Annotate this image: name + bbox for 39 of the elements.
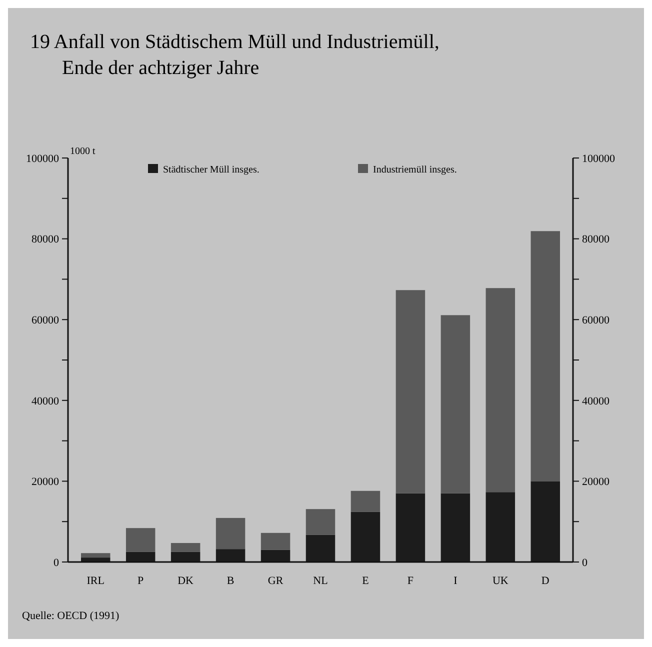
y2-tick-label: 80000 — [582, 234, 610, 246]
y-tick-label: 20000 — [32, 476, 60, 488]
x-tick-label: IRL — [86, 575, 105, 587]
legend-label: Industriemüll insges. — [373, 164, 457, 176]
chart-title: 19 Anfall von Städtischem Müll und Industriemüll, Ende der achtziger Jahre — [30, 31, 440, 79]
legend-label: Städtischer Müll insges. — [163, 164, 260, 176]
bar — [440, 315, 470, 494]
bar — [350, 490, 380, 512]
x-tick-label: I — [454, 575, 458, 587]
y2-tick-label: 40000 — [582, 395, 610, 408]
bar — [170, 543, 200, 552]
y-tick-label: 60000 — [32, 314, 60, 326]
y2-tick-label: 100000 — [582, 152, 616, 165]
x-tick-label: DK — [178, 575, 194, 587]
y-tick-label: 100000 — [26, 152, 60, 165]
y2-tick-label: 0 — [582, 556, 588, 569]
y-axis-title: 1000 t — [70, 146, 96, 157]
y-tick-label: 0 — [54, 556, 60, 569]
bar — [126, 528, 156, 552]
x-tick-label: NL — [313, 575, 328, 587]
x-tick-label: P — [138, 575, 144, 587]
y-tick-label: 80000 — [32, 234, 60, 246]
bar — [486, 288, 516, 492]
y2-tick-label: 60000 — [582, 314, 610, 326]
bar — [306, 509, 336, 535]
bar — [80, 553, 110, 558]
x-tick-label: D — [541, 575, 550, 587]
bar — [216, 518, 246, 550]
source-note: Quelle: OECD (1991) — [22, 610, 120, 622]
x-tick-label: GR — [268, 575, 284, 587]
bar — [530, 231, 560, 482]
y-tick-label: 40000 — [32, 395, 60, 408]
bar — [260, 532, 290, 550]
y2-tick-label: 20000 — [582, 476, 610, 488]
x-tick-label: B — [226, 575, 234, 587]
bar — [396, 290, 426, 494]
x-tick-label: F — [407, 575, 414, 587]
x-tick-label: E — [362, 575, 370, 587]
x-tick-label: UK — [492, 575, 508, 587]
